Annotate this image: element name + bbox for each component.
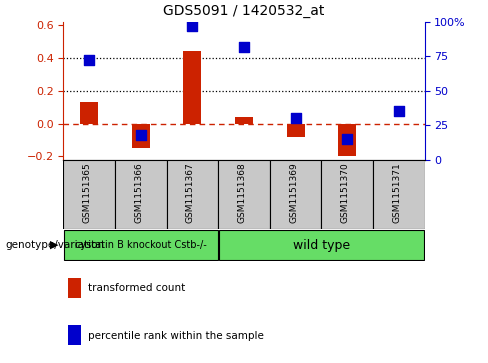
Bar — [63, 160, 115, 229]
Text: GSM1151370: GSM1151370 — [341, 162, 350, 223]
Bar — [183, 51, 202, 123]
Text: genotype/variation: genotype/variation — [5, 240, 104, 250]
Bar — [115, 160, 166, 229]
Point — [85, 57, 93, 63]
Bar — [64, 230, 218, 260]
Bar — [235, 117, 253, 123]
Bar — [166, 160, 218, 229]
Text: ▶: ▶ — [50, 240, 59, 250]
Bar — [218, 160, 270, 229]
Text: GSM1151366: GSM1151366 — [134, 162, 143, 223]
Text: GSM1151367: GSM1151367 — [186, 162, 195, 223]
Text: GSM1151365: GSM1151365 — [83, 162, 92, 223]
Text: wild type: wild type — [293, 238, 350, 252]
Point — [343, 136, 351, 142]
Text: GSM1151371: GSM1151371 — [392, 162, 401, 223]
Point — [188, 23, 196, 29]
Bar — [270, 160, 322, 229]
Bar — [322, 160, 373, 229]
Point — [137, 132, 145, 138]
Bar — [219, 230, 424, 260]
Bar — [286, 123, 305, 137]
Text: cystatin B knockout Cstb-/-: cystatin B knockout Cstb-/- — [75, 240, 207, 250]
Bar — [338, 123, 356, 156]
Text: percentile rank within the sample: percentile rank within the sample — [88, 331, 264, 340]
Bar — [373, 160, 425, 229]
Bar — [80, 102, 98, 123]
Text: GSM1151369: GSM1151369 — [289, 162, 298, 223]
Bar — [132, 123, 150, 148]
Title: GDS5091 / 1420532_at: GDS5091 / 1420532_at — [163, 4, 325, 18]
Point — [292, 115, 300, 121]
Point — [240, 44, 248, 49]
Text: GSM1151368: GSM1151368 — [238, 162, 246, 223]
Point — [395, 109, 403, 114]
Text: transformed count: transformed count — [88, 284, 185, 293]
